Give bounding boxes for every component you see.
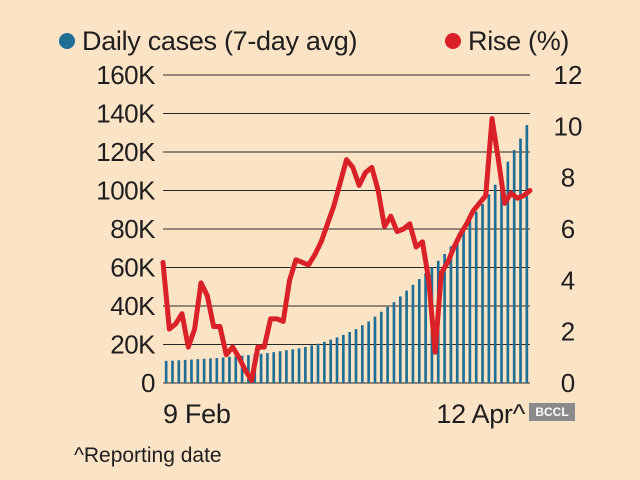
right-tick-label: 10 [554, 111, 583, 141]
legend-bars-marker [59, 33, 75, 49]
daily-cases-bar [348, 331, 351, 383]
daily-cases-bar [519, 138, 522, 383]
legend: Daily cases (7-day avg) Rise (%) [59, 26, 569, 56]
daily-cases-bar [424, 273, 427, 383]
watermark-label: BCCL [535, 405, 568, 419]
daily-cases-bar [411, 284, 415, 383]
daily-cases-bar [443, 254, 446, 383]
daily-cases-bar [272, 352, 276, 383]
left-axis-ticks: 0 20K 40K 60K 80K 100K 120K 140K 160K [96, 60, 156, 398]
daily-cases-bar [259, 353, 263, 383]
daily-cases-bar [164, 360, 168, 383]
daily-cases-bar [417, 279, 421, 383]
legend-line-label: Rise (%) [468, 26, 569, 56]
daily-cases-bar [512, 150, 516, 383]
right-tick-label: 6 [561, 214, 575, 244]
daily-cases-bar [247, 355, 250, 383]
daily-cases-bar [285, 350, 288, 383]
right-tick-label: 0 [561, 368, 575, 398]
daily-cases-bar [360, 325, 364, 383]
legend-bars-label: Daily cases (7-day avg) [82, 26, 357, 56]
daily-cases-bar [449, 246, 453, 383]
daily-cases-bar [266, 352, 269, 383]
daily-cases-bar [354, 329, 358, 383]
daily-cases-bar [487, 194, 491, 383]
daily-cases-bar [474, 211, 478, 383]
daily-cases-bar [177, 360, 181, 383]
daily-cases-bar [323, 341, 326, 383]
daily-cases-bar [228, 356, 231, 383]
daily-cases-bar [297, 348, 301, 383]
daily-cases-bar [481, 203, 484, 383]
daily-cases-bar [500, 173, 503, 383]
daily-cases-bar [316, 343, 320, 383]
x-label-start: 9 Feb [163, 399, 231, 429]
daily-cases-bar [329, 339, 333, 383]
left-tick-label: 60K [110, 253, 156, 283]
daily-cases-bar [392, 302, 396, 383]
daily-cases-bar [373, 316, 377, 383]
daily-cases-bar [196, 359, 200, 383]
legend-line-marker [445, 33, 461, 49]
daily-cases-bar [398, 296, 402, 384]
x-axis-labels: 9 Feb 12 Apr^ [163, 399, 526, 429]
daily-cases-bar [304, 347, 307, 383]
left-tick-label: 80K [110, 214, 156, 244]
daily-cases-bar [462, 230, 465, 383]
daily-cases-bar [493, 184, 497, 383]
daily-cases-bar [291, 349, 295, 383]
right-tick-label: 8 [561, 163, 575, 193]
daily-cases-bar [202, 358, 206, 383]
footnote: ^Reporting date [74, 444, 222, 467]
left-tick-label: 0 [141, 368, 155, 398]
daily-cases-bar [525, 125, 529, 384]
x-label-end: 12 Apr^ [436, 399, 525, 429]
right-tick-label: 12 [554, 60, 583, 90]
daily-cases-bar [367, 321, 370, 383]
left-tick-label: 100K [96, 176, 156, 206]
left-tick-label: 160K [96, 60, 156, 90]
left-tick-label: 40K [110, 291, 156, 321]
daily-cases-bar [183, 359, 187, 383]
daily-cases-bar [455, 238, 459, 384]
daily-cases-bar [215, 357, 219, 383]
right-tick-label: 2 [561, 317, 575, 347]
daily-cases-bar [506, 161, 510, 384]
daily-cases-bar [310, 345, 314, 383]
watermark: BCCL [529, 403, 575, 421]
daily-cases-bar [342, 334, 345, 384]
rise-line [160, 116, 533, 383]
left-tick-label: 140K [96, 99, 156, 129]
watermark-box [529, 403, 575, 421]
daily-cases-bar [278, 351, 282, 383]
daily-cases-bar [405, 290, 408, 383]
left-tick-label: 120K [96, 137, 156, 167]
daily-cases-bar [221, 357, 225, 383]
daily-cases-bar [190, 359, 193, 383]
rise-line-layer [160, 116, 533, 383]
right-tick-label: 4 [561, 265, 575, 295]
right-axis-ticks: 0 2 4 6 8 10 12 [554, 60, 583, 398]
daily-cases-bar [234, 356, 238, 383]
daily-cases-bar [386, 306, 389, 383]
daily-cases-bar [209, 358, 212, 383]
left-tick-label: 20K [110, 330, 156, 360]
daily-cases-bar [171, 360, 174, 383]
daily-cases-bar [335, 337, 339, 383]
daily-cases-bar [468, 221, 472, 383]
daily-cases-bar [379, 311, 383, 383]
